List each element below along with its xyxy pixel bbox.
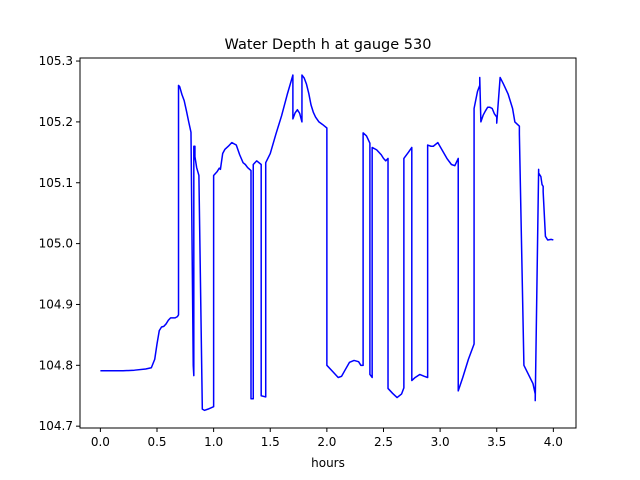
y-tick-label: 104.9 xyxy=(39,297,73,311)
x-tick-label: 4.0 xyxy=(544,435,563,449)
y-tick-label: 104.8 xyxy=(39,358,73,372)
x-tick-label: 1.0 xyxy=(204,435,223,449)
y-tick-label: 105.0 xyxy=(39,237,73,251)
series-line-1 xyxy=(100,74,554,412)
x-tick-label: 3.5 xyxy=(487,435,506,449)
x-tick-label: 0.0 xyxy=(91,435,110,449)
x-tick-label: 2.0 xyxy=(317,435,336,449)
y-tick-label: 105.3 xyxy=(39,54,73,68)
x-tick-label: 2.5 xyxy=(374,435,393,449)
y-tick-label: 104.7 xyxy=(39,419,73,433)
y-tick-label: 105.2 xyxy=(39,115,73,129)
y-axis: 104.7 104.8 104.9 105.0 105.1 105.2 105.3 xyxy=(39,54,80,433)
plot-lines xyxy=(100,74,554,412)
x-axis-label: hours xyxy=(311,456,345,470)
x-tick-label: 1.5 xyxy=(261,435,280,449)
x-tick-label: 0.5 xyxy=(147,435,166,449)
y-tick-label: 105.1 xyxy=(39,176,73,190)
plot-area-frame xyxy=(79,57,577,429)
x-tick-label: 3.0 xyxy=(431,435,450,449)
x-axis: 0.0 0.5 1.0 1.5 2.0 2.5 3.0 3.5 4.0 xyxy=(91,428,563,449)
chart-title: Water Depth h at gauge 530 xyxy=(225,37,432,53)
